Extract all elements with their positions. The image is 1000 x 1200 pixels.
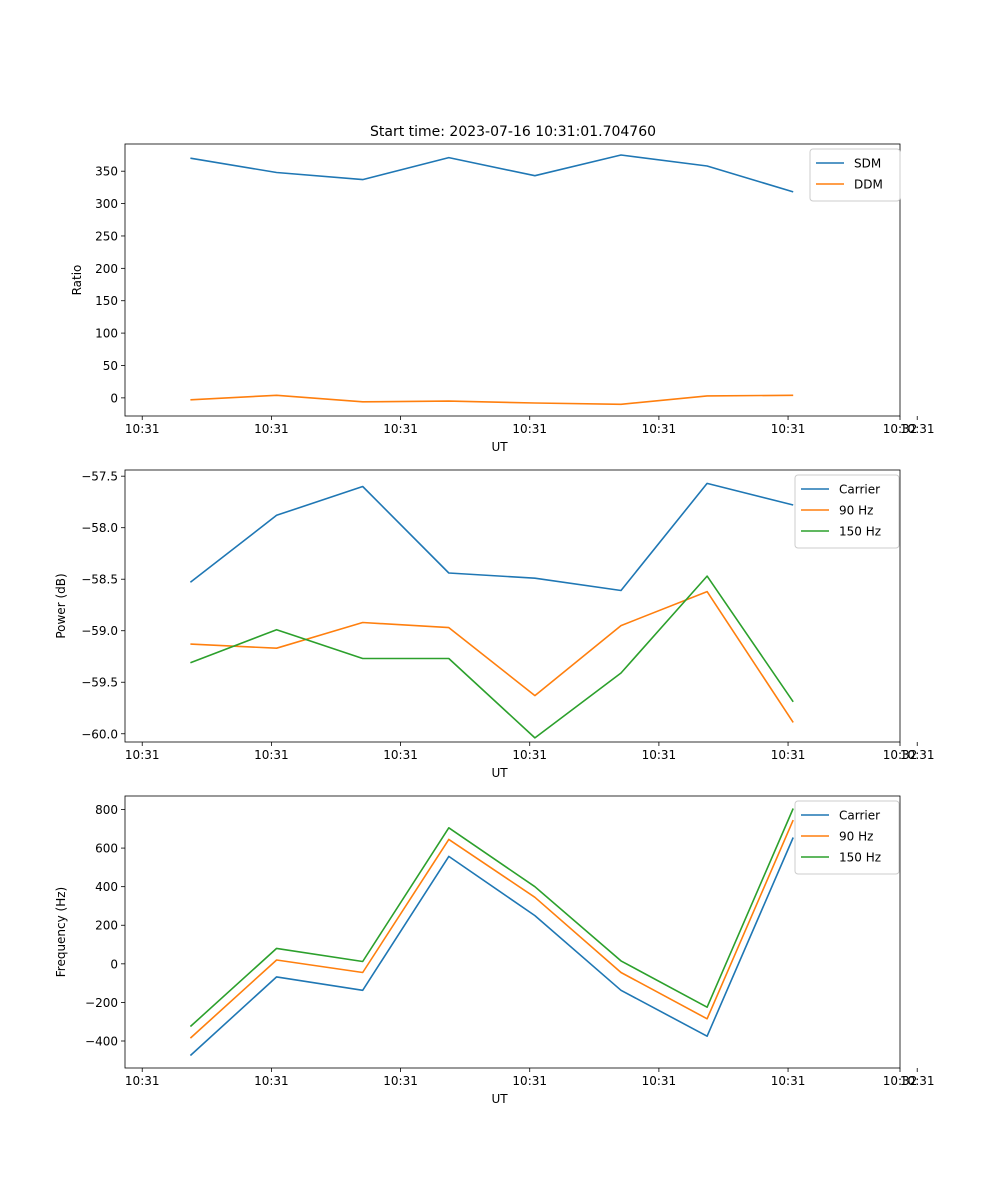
- power-x-tick-label: 10:31: [900, 748, 935, 762]
- ratio-x-tick-label: 10:32: [883, 422, 918, 436]
- ratio-legend-label-sdm: SDM: [854, 157, 881, 171]
- frequency-legend: [794, 800, 900, 875]
- frequency-x-tick-label: 10:31: [125, 1074, 160, 1088]
- frequency-y-tick-label: 400: [95, 880, 118, 894]
- power-y-tick-label: −60.0: [81, 727, 118, 741]
- frequency-series-150-hz: [189, 808, 794, 1028]
- ratio-x-tick-label: 10:31: [642, 422, 677, 436]
- frequency-y-tick-label: −400: [85, 1034, 118, 1048]
- power-x-tick-label: 10:31: [642, 748, 677, 762]
- frequency-series-carrier: [189, 837, 794, 1057]
- ratio-x-tick-label: 10:31: [383, 422, 418, 436]
- frequency-legend-label-150-hz: 150 Hz: [839, 851, 881, 865]
- frequency-y-tick-label: 200: [95, 919, 118, 933]
- power-legend-label-carrier: Carrier: [839, 483, 880, 497]
- ratio-y-axis-label: Ratio: [70, 265, 84, 296]
- frequency-x-axis-label: UT: [491, 1092, 508, 1106]
- ratio-y-tick-label: 300: [95, 197, 118, 211]
- frequency-x-tick-label: 10:31: [254, 1074, 289, 1088]
- frequency-x-tick-label: 10:31: [771, 1074, 806, 1088]
- frequency-y-tick-label: 600: [95, 842, 118, 856]
- ratio-series-sdm: [190, 154, 794, 193]
- power-legend: [794, 474, 900, 549]
- frequency-legend-label-90-hz: 90 Hz: [839, 830, 873, 844]
- frequency-x-tick-label: 10:31: [512, 1074, 547, 1088]
- frequency-x-tick-label: 10:31: [900, 1074, 935, 1088]
- frequency-x-tick-label: 10:31: [642, 1074, 677, 1088]
- ratio-x-tick-label: 10:31: [771, 422, 806, 436]
- ratio-y-tick-label: 350: [95, 165, 118, 179]
- frequency-panel: 10:31 10:31 10:31 10:31 10:31 10:31 10:3110:32…: [54, 795, 935, 1106]
- power-x-tick-label: 10:31: [254, 748, 289, 762]
- frequency-legend-label-carrier: Carrier: [839, 809, 880, 823]
- ratio-y-tick-label: 50: [103, 359, 118, 373]
- ratio-legend-label-ddm: DDM: [854, 178, 883, 192]
- power-series-90-hz: [190, 590, 794, 723]
- power-y-tick-label: −58.0: [81, 521, 118, 535]
- power-legend-label-150-hz: 150 Hz: [839, 525, 881, 539]
- ratio-panel: 10:31 10:31 10:31 10:31 10:31 10:31 10:3110:32…: [70, 143, 935, 454]
- frequency-x-tick-label: 10:32: [883, 1074, 918, 1088]
- frequency-y-axis-label: Frequency (Hz): [54, 887, 68, 978]
- power-x-tick-label: 10:31: [383, 748, 418, 762]
- frequency-x-tick-label: 10:31: [383, 1074, 418, 1088]
- ratio-x-axis-label: UT: [491, 440, 508, 454]
- ratio-series-ddm: [190, 394, 794, 406]
- power-axes-frame: [124, 469, 901, 743]
- frequency-y-tick-label: 0: [110, 957, 118, 971]
- power-legend-label-90-hz: 90 Hz: [839, 504, 873, 518]
- ratio-x-tick-label: 10:31: [254, 422, 289, 436]
- frequency-axes-frame: [124, 795, 901, 1069]
- power-series-carrier: [189, 482, 794, 592]
- power-x-axis-label: UT: [491, 766, 508, 780]
- power-x-tick-label: 10:31: [512, 748, 547, 762]
- power-x-tick-label: 10:31: [125, 748, 160, 762]
- ratio-axes-frame: [124, 143, 901, 417]
- ratio-x-tick-label: 10:31: [125, 422, 160, 436]
- power-x-tick-label: 10:31: [771, 748, 806, 762]
- power-y-tick-label: −58.5: [81, 573, 118, 587]
- ratio-y-tick-label: 200: [95, 262, 118, 276]
- power-x-tick-label: 10:32: [883, 748, 918, 762]
- ratio-legend: [809, 148, 901, 202]
- power-panel: 10:31 10:31 10:31 10:31 10:31 10:31 10:3110:32…: [54, 469, 935, 780]
- frequency-series-90-hz: [189, 819, 794, 1039]
- power-series-150-hz: [190, 575, 794, 739]
- ratio-y-tick-label: 0: [110, 391, 118, 405]
- ratio-y-tick-label: 150: [95, 294, 118, 308]
- power-y-tick-label: −57.5: [81, 470, 118, 484]
- frequency-y-tick-label: −200: [85, 996, 118, 1010]
- frequency-y-tick-label: 800: [95, 803, 118, 817]
- ratio-x-tick-label: 10:31: [512, 422, 547, 436]
- figure-title: Start time: 2023-07-16 10:31:01.704760: [370, 124, 656, 140]
- ratio-y-tick-label: 250: [95, 229, 118, 243]
- ratio-y-tick-label: 100: [95, 327, 118, 341]
- power-y-axis-label: Power (dB): [54, 573, 68, 638]
- power-y-tick-label: −59.5: [81, 676, 118, 690]
- ratio-x-tick-label: 10:31: [900, 422, 935, 436]
- power-y-tick-label: −59.0: [81, 624, 118, 638]
